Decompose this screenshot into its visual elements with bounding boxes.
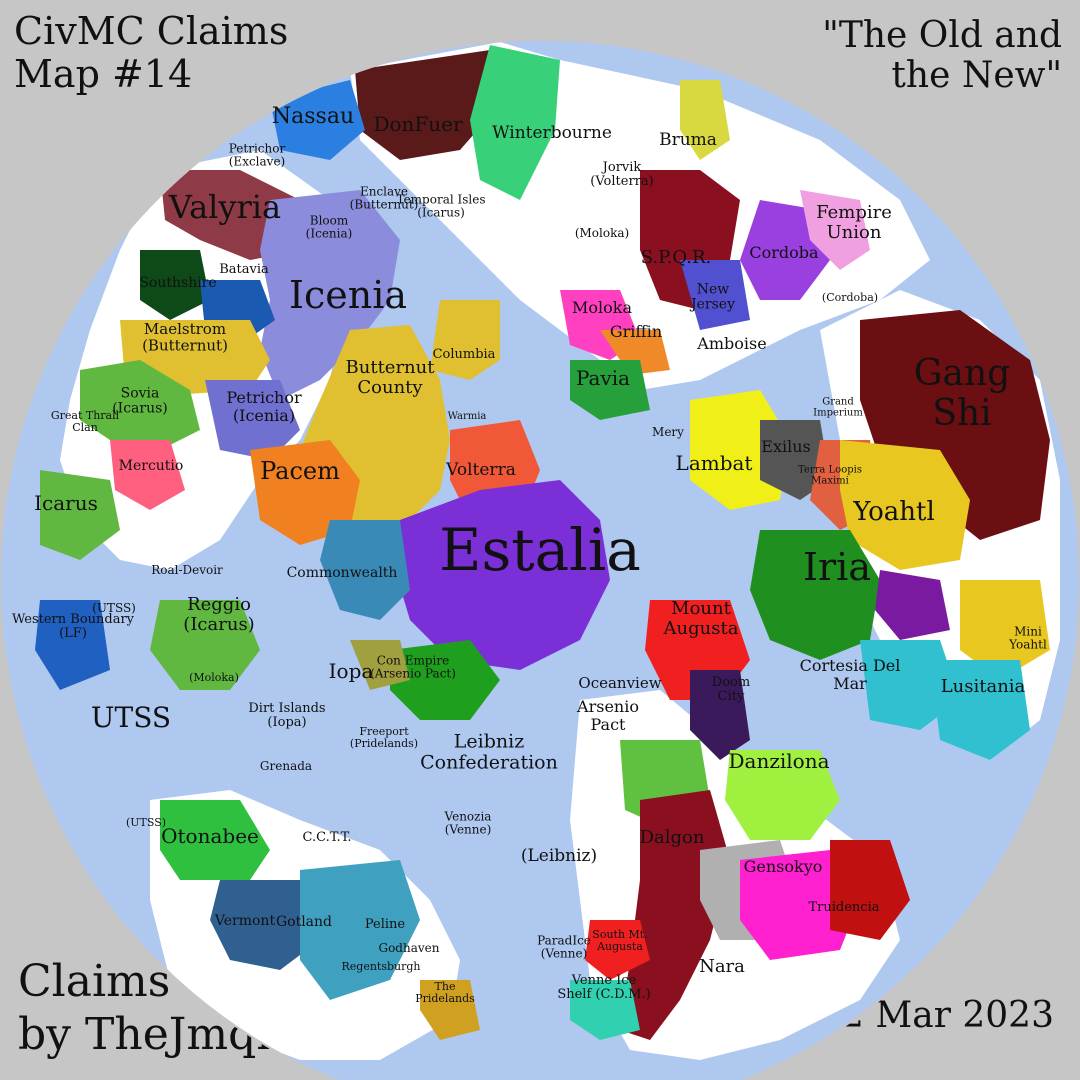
region-label-gang-shi: Gang Shi [914,353,1010,434]
map-subtitle-line1: "The Old and [822,15,1062,56]
region-label-cortesia-del-mar: Cortesia Del Mar [800,656,901,693]
region-label-gensokyo: Gensokyo [744,857,823,876]
region-label-bruma: Bruma [659,130,717,150]
region-label-temporal-isles: Temporal Isles (Icarus) [397,192,486,219]
region-label-reggio-icarus: Reggio (Icarus) [183,594,254,635]
region-label-cordoba: Cordoba [749,243,819,262]
region-label-leibniz-confederation: Leibniz Confederation [420,731,558,774]
region-label-lambat: Lambat [676,451,753,475]
region-label-estalia: Estalia [439,516,641,584]
region-label-great-thrall: Great Thrall Clan [51,409,120,434]
region-label-freeport: Freeport (Pridelands) [350,725,418,750]
region-label-mery: Mery [652,425,684,439]
region-label-western-boundary: Western Boundary (LF) [12,612,135,641]
region-label-venne: Venne Ice Shelf (C.D.M.) [557,973,650,1002]
region-label-con-empire: Con Empire (Arsenio Pact) [370,653,456,680]
region-label-grenada: Grenada [260,759,312,773]
region-label-batavia: Batavia [219,262,269,277]
region-label-iopa: Iopa [329,659,374,683]
region-label-otonabee: Otonabee [161,824,259,848]
region-label-arsenio-pact: Arsenio Pact [576,697,639,734]
region-label-pacem: Pacem [260,457,340,485]
region-label-utss: UTSS [91,701,171,734]
region-label-the-pridelands: The Pridelands [415,980,475,1005]
region-label-enclave-butternut: Enclave (Butternut) [350,184,419,211]
region-label-peline: Peline [365,917,406,932]
region-label-petrichor-icenia: Petrichor (Icenia) [226,388,302,425]
region-label-truidencia: Truidencia [809,900,880,915]
region-label-venozia: Venozia (Venne) [444,809,492,836]
region-label-winterbourne: Winterbourne [492,123,612,143]
map-subtitle-line2: the New" [891,55,1062,97]
region-label-southshire: Southshire [139,275,216,291]
region-label-utss-west: (UTSS) [92,601,136,615]
region-label-exilus: Exilus [761,437,810,456]
region-label-valyria: Valyria [168,188,281,226]
region-label-columbia: Columbia [433,347,496,362]
region-label-petrichor-exclave: Petrichor (Exclave) [229,141,286,168]
region-label-roal-devoir: Roal-Devoir [151,563,223,577]
region-label-cctt: C.C.T.T. [302,830,351,845]
region-label-icenia: Icenia [289,273,407,317]
region-label-dirt-islands: Dirt Islands (Iopa) [248,701,325,730]
map-title: CivMC Claims Map #14 [14,10,288,95]
region-label-doom-city: Doom City [712,675,750,704]
region-label-bloom-icenia: Bloom (Icenia) [306,213,353,240]
region-label-commonwealth: Commonwealth [287,565,398,581]
region-label-new-jersey: New Jersey [689,281,735,312]
region-label-griffin: Griffin [610,322,662,341]
region-label-south-mt-augusta: South Mt. Augusta [592,928,647,953]
region-label-sovia-icarus: Sovia (Icarus) [112,385,168,416]
region-label-regentsburgh: Regentsburgh [341,960,420,973]
region-label-mini-yoahtl: Mini Yoahtl [1008,624,1047,651]
region-label-danzilona: Danzilona [728,749,829,773]
region-label-icarus: Icarus [34,491,98,515]
region-label-cordoba-small: (Cordoba) [822,291,878,304]
region-label-gotland: Gotland [276,914,332,930]
region-label-fempire-union: Fempire Union [816,202,892,243]
region-label-mount-augusta: Mount Augusta [663,598,739,639]
region-label-leibniz: (Leibniz) [521,846,597,866]
region-label-terra-loopis: Terra Loopis Maximi [798,465,862,487]
region-label-dalgon: Dalgon [640,827,705,848]
region-label-warmia: Warmia [448,411,487,422]
region-label-jorvik: Jorvik (Volterra) [590,160,653,189]
map-subtitle: "The Old and the New" [822,15,1062,97]
region-label-vermont: Vermont [214,913,276,929]
region-label-nassau: Nassau [272,104,354,129]
region-label-godhaven: Godhaven [379,941,440,955]
region-label-butternut-county: Butternut County [346,357,436,398]
region-label-mercutio: Mercutio [119,458,184,474]
labels-layer: Estalia Icenia Valyria Nassau DonFuer Winterb… [12,104,1047,1005]
region-label-utss-sw: (UTSS) [126,816,166,829]
region-label-iria: Iria [803,545,871,589]
map-credit: Claims by TheJmqn [18,956,285,1062]
region-label-g-imperium: Grand Imperium [813,397,863,419]
region-label-pavia: Pavia [576,366,630,390]
region-label-paradice: ParadIce (Venne) [537,933,591,960]
map-credit-line1: Claims [18,956,171,1008]
region-label-moloka-north: (Moloka) [575,226,629,240]
region-label-donfuer: DonFuer [373,112,463,136]
region-label-yoahtl: Yoahtl [852,497,935,527]
region-label-nara: Nara [699,956,745,977]
region-label-lusitania: Lusitania [941,676,1026,697]
region-label-moloka: Moloka [572,298,632,317]
region-label-spqr: S.P.Q.R. [641,247,711,268]
region-label-amboise: Amboise [696,334,766,353]
region-label-volterra: Volterra [445,460,516,480]
map-title-line1: CivMC Claims [14,9,289,53]
region-label-oceanview: Oceanview [578,674,661,692]
claims-layer [35,42,1060,1060]
region-label-maelstrom-butternut: Maelstrom (Butternut) [142,320,228,355]
map-title-line2: Map #14 [14,51,193,96]
region-label-moloka-sw: (Moloka) [189,671,239,684]
